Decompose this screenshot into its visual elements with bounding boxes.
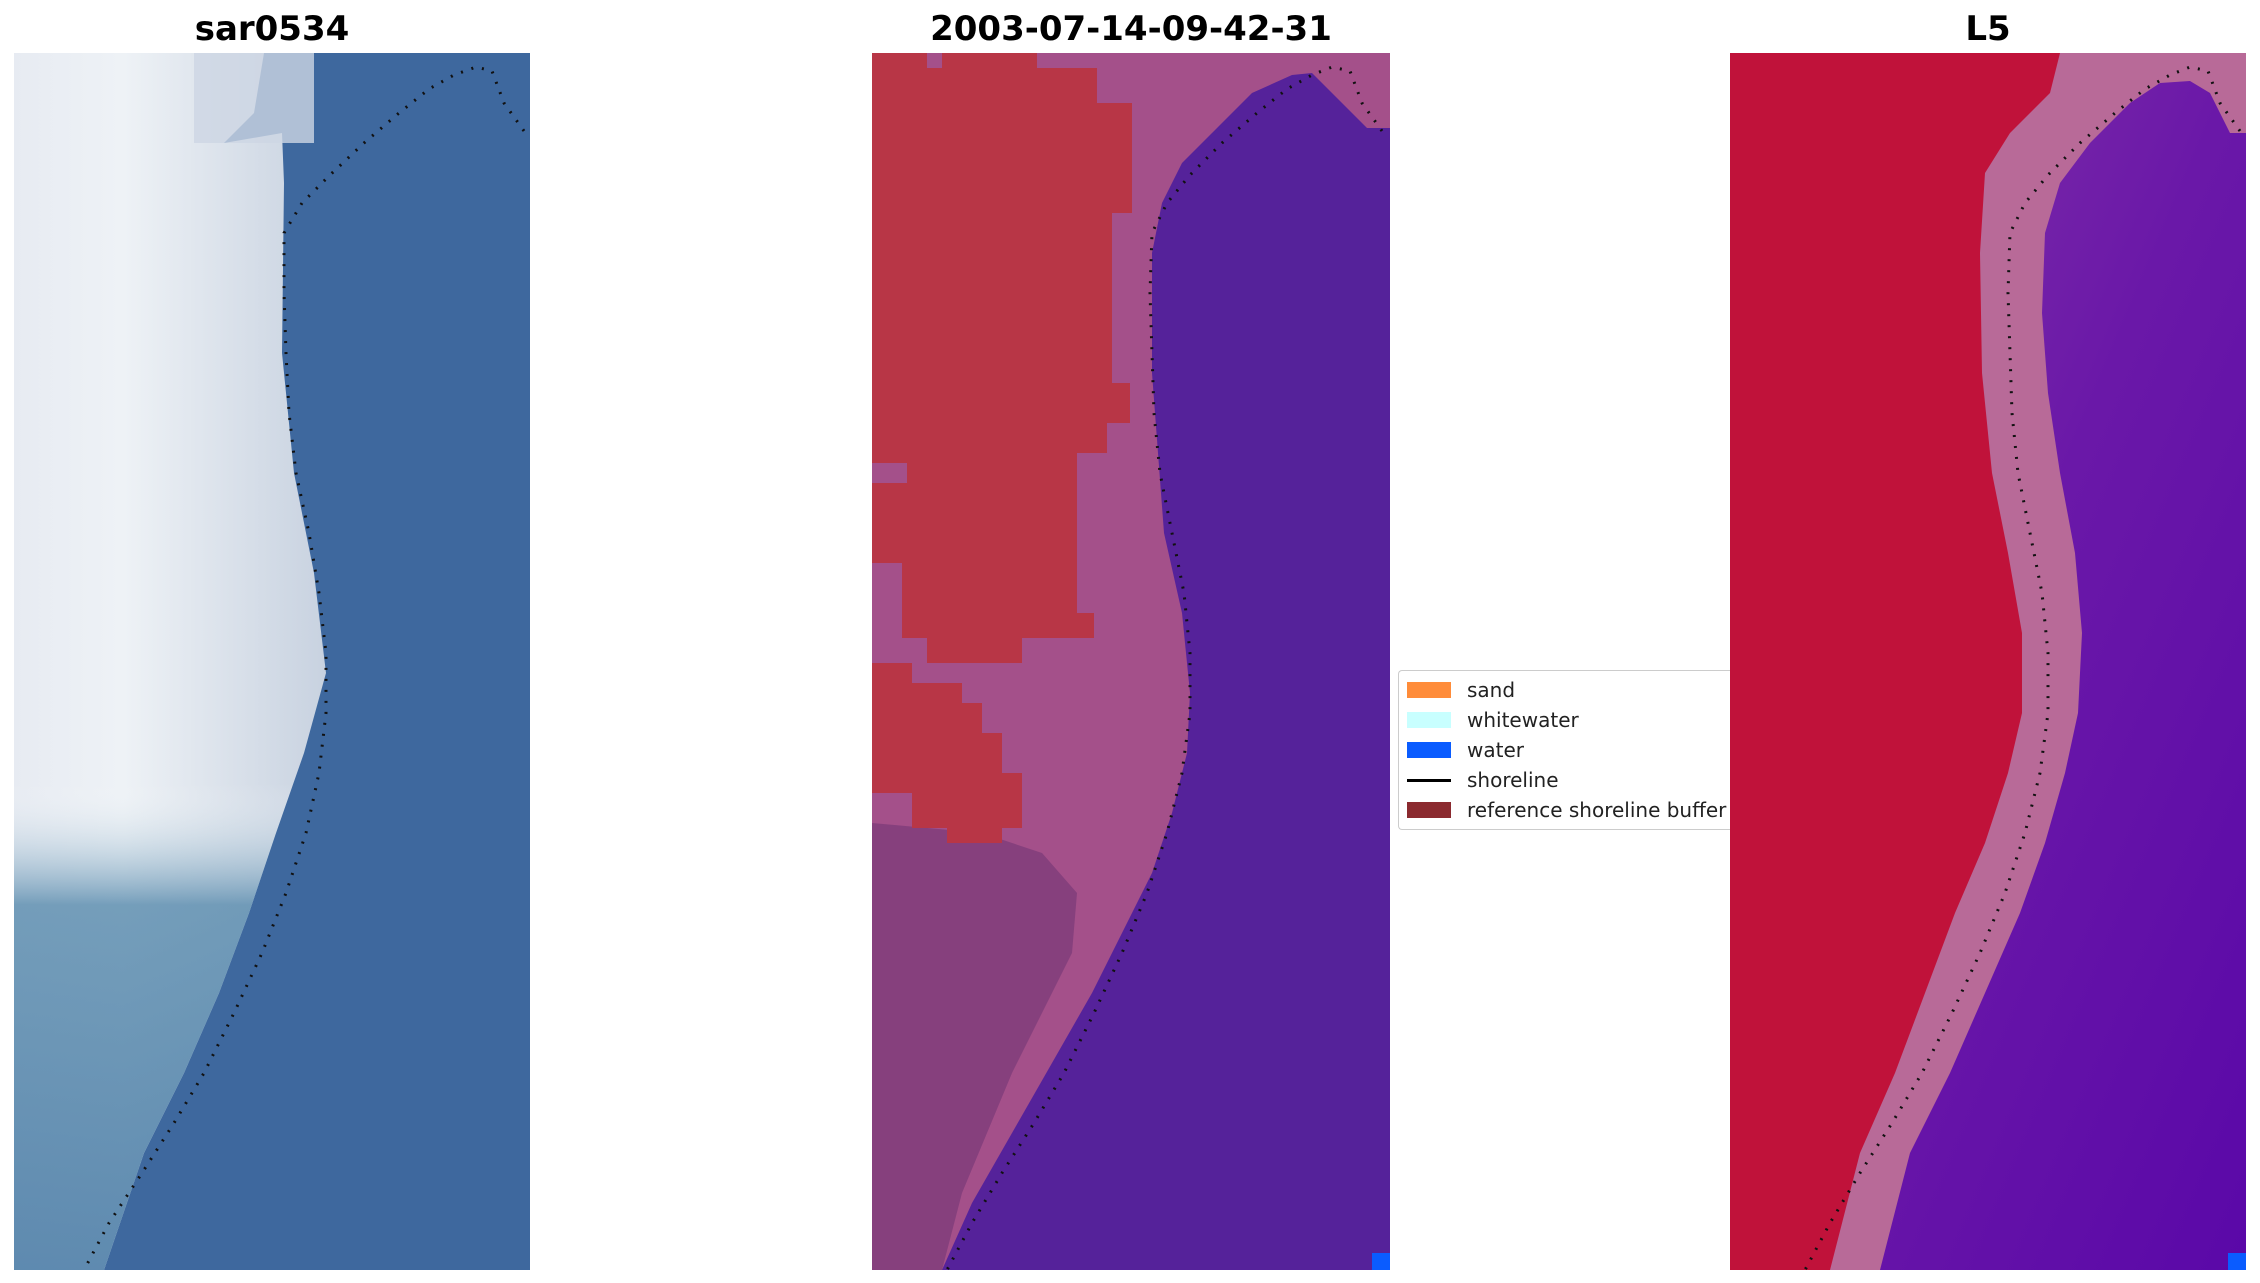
- class-notch: [927, 53, 942, 68]
- legend-item-shoreline: shoreline: [1407, 765, 1559, 795]
- class-water-pixel: [1372, 1253, 1390, 1270]
- legend-item-reference-buffer: reference shoreline buffer: [1407, 795, 1726, 825]
- reference-buffer-swatch: [1407, 802, 1451, 818]
- shoreline-line-swatch: [1407, 778, 1451, 782]
- rgb-shoreline: [82, 65, 526, 1270]
- panel-title-classification: 2003-07-14-09-42-31: [930, 9, 1332, 49]
- index-image: [1730, 53, 2246, 1270]
- panel-title-rgb: sar0534: [194, 9, 350, 49]
- whitewater-swatch: [1407, 712, 1451, 728]
- class-sand-region-top: [872, 53, 1132, 663]
- index-land-area: [1730, 53, 2060, 1270]
- legend-item-sand: sand: [1407, 675, 1515, 705]
- rgb-image-panel: [14, 53, 530, 1270]
- classification-image: [872, 53, 1390, 1270]
- legend-item-water: water: [1407, 735, 1524, 765]
- rgb-land-shade: [14, 53, 326, 1270]
- panel-title-index: L5: [1965, 9, 2011, 49]
- legend-label-sand: sand: [1467, 678, 1516, 702]
- water-swatch: [1407, 742, 1451, 758]
- rgb-image: [14, 53, 530, 1270]
- legend-item-whitewater: whitewater: [1407, 705, 1579, 735]
- legend-label-reference-buffer: reference shoreline buffer: [1467, 798, 1727, 822]
- index-water-pixel: [2228, 1253, 2246, 1270]
- class-sand-region-bottom: [872, 663, 1022, 843]
- class-dark-buffer: [872, 823, 1077, 1270]
- legend-label-shoreline: shoreline: [1467, 768, 1559, 792]
- classification-panel: [872, 53, 1390, 1270]
- rgb-top-patch: [194, 53, 314, 143]
- sand-swatch: [1407, 682, 1451, 698]
- index-panel: [1730, 53, 2246, 1270]
- legend-label-water: water: [1467, 738, 1524, 762]
- legend-label-whitewater: whitewater: [1467, 708, 1579, 732]
